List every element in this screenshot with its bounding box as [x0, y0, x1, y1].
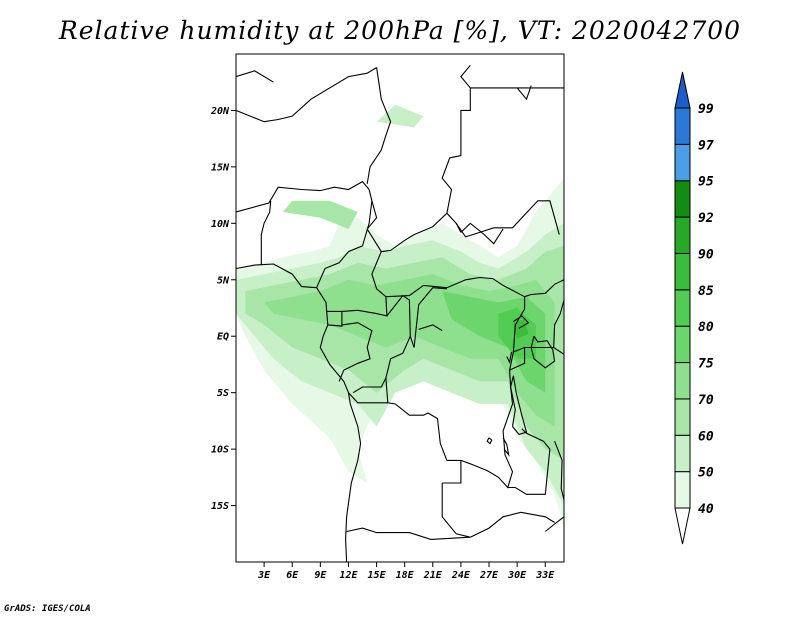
border-line — [470, 511, 555, 538]
colorbar-label: 95 — [698, 175, 714, 190]
colorbar-label: 99 — [698, 102, 714, 117]
border-line — [366, 67, 392, 184]
lon-tick-label: 18E — [396, 570, 415, 581]
lon-tick-label: 12E — [339, 570, 358, 581]
border-line — [524, 279, 564, 298]
longitude-axis: 3E 6E 9E 12E 15E 18E 21E 24E 27E 30E 33E — [257, 562, 555, 581]
lat-tick-label: 15N — [211, 162, 230, 173]
lon-tick-label: 33E — [535, 570, 555, 581]
border-line — [352, 294, 411, 394]
humidity-shading — [236, 104, 564, 529]
border-line — [486, 437, 493, 445]
map-title: Relative humidity at 200hPa [%], VT: 202… — [58, 16, 742, 45]
border-line — [441, 64, 471, 214]
colorbar-segment — [674, 362, 691, 400]
lon-tick-label: 3E — [257, 570, 271, 581]
border-line — [513, 315, 530, 329]
colorbar-label: 85 — [698, 284, 714, 299]
colorbar-segment — [674, 252, 691, 291]
border-line — [327, 311, 343, 327]
colorbar-label: 90 — [698, 247, 714, 262]
border-line — [385, 296, 526, 489]
colorbar: 40 50 60 70 75 80 85 90 92 95 97 99 — [674, 71, 714, 545]
colorbar-label: 97 — [698, 138, 714, 153]
border-line — [442, 460, 462, 484]
credit-label: GrADS: IGES/COLA — [4, 604, 91, 614]
lon-tick-label: 21E — [423, 570, 443, 581]
border-line — [409, 287, 447, 348]
lon-tick-label: 24E — [451, 570, 471, 581]
colorbar-label: 80 — [698, 320, 714, 335]
colorbar-label: 92 — [698, 211, 714, 226]
border-line — [236, 70, 274, 83]
border-line — [516, 85, 532, 101]
colorbar-bottom-arrow — [674, 507, 691, 545]
border-line — [348, 392, 388, 404]
colorbar-segment — [674, 143, 691, 182]
border-line — [455, 200, 560, 238]
lat-tick-label: 10S — [211, 445, 229, 456]
lat-tick-label: 15S — [211, 501, 229, 512]
border-line — [260, 200, 272, 266]
colorbar-label: 60 — [698, 429, 714, 444]
border-line — [346, 483, 471, 540]
lat-tick-label: 20N — [210, 106, 230, 117]
colorbar-segment — [674, 216, 691, 254]
border-line — [326, 251, 388, 317]
border-line — [544, 516, 564, 532]
humidity-region — [376, 104, 424, 128]
lon-tick-label: 30E — [507, 570, 527, 581]
border-line — [366, 189, 462, 253]
colorbar-segment — [674, 471, 691, 509]
lon-tick-label: 6E — [286, 570, 299, 581]
colorbar-segment — [674, 325, 691, 364]
humidity-region — [512, 319, 529, 339]
lat-tick-label: 5S — [217, 388, 229, 399]
lat-tick-label: 5N — [217, 275, 230, 286]
border-line — [507, 428, 551, 495]
colorbar-label: 40 — [698, 502, 714, 517]
colorbar-top-arrow — [674, 71, 691, 109]
lat-tick-label: 10N — [211, 219, 230, 230]
border-line — [316, 200, 373, 288]
border-line — [502, 437, 510, 457]
colorbar-label: 75 — [698, 357, 714, 372]
border-line — [236, 67, 377, 123]
latitude-axis: 20N 15N 10N 5N EQ 5S 10S 15S — [210, 106, 236, 512]
border-line — [553, 299, 564, 348]
colorbar-segment — [674, 180, 691, 218]
humidity-region — [282, 200, 358, 229]
map-frame — [235, 53, 565, 563]
border-line — [509, 347, 526, 371]
colorbar-segment — [674, 289, 691, 327]
border-line — [236, 180, 370, 213]
lon-tick-label: 9E — [314, 570, 327, 581]
colorbar-segment — [674, 398, 691, 436]
border-line — [524, 346, 564, 355]
border-line — [506, 351, 513, 364]
border-line — [338, 322, 373, 382]
border-line — [510, 375, 528, 436]
colorbar-label: 50 — [698, 466, 714, 481]
country-borders — [236, 64, 564, 562]
colorbar-segment — [674, 107, 691, 145]
lon-tick-label: 15E — [368, 570, 387, 581]
border-line — [513, 346, 525, 353]
colorbar-label: 70 — [698, 393, 714, 408]
lon-tick-label: 27E — [479, 570, 499, 581]
border-line — [418, 324, 443, 332]
border-line — [385, 276, 525, 298]
border-line — [554, 440, 564, 501]
lat-tick-label: EQ — [217, 332, 229, 343]
colorbar-segment — [674, 434, 691, 473]
border-line — [530, 335, 556, 369]
border-line — [460, 222, 504, 245]
border-line — [236, 263, 362, 562]
